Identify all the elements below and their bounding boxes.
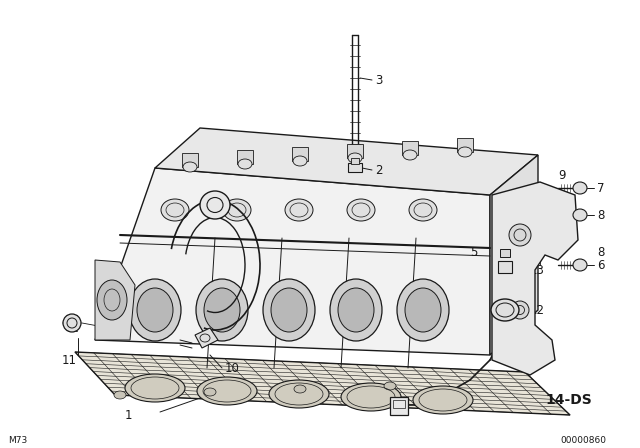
Text: 7: 7 [597,181,605,194]
Polygon shape [490,155,538,355]
Ellipse shape [204,388,216,396]
Ellipse shape [573,209,587,221]
Ellipse shape [63,314,81,332]
Ellipse shape [183,162,197,172]
Bar [500,249,510,257]
Ellipse shape [338,288,374,332]
Text: 10: 10 [225,362,240,375]
Ellipse shape [223,199,251,221]
Ellipse shape [341,383,401,411]
Ellipse shape [196,279,248,341]
Ellipse shape [129,279,181,341]
Ellipse shape [330,279,382,341]
Ellipse shape [347,199,375,221]
Polygon shape [95,260,135,340]
Ellipse shape [294,385,306,393]
Text: 2: 2 [375,164,383,177]
Ellipse shape [384,382,396,390]
Text: 12: 12 [530,303,545,316]
Bar [457,138,473,152]
Ellipse shape [409,199,437,221]
Text: 6: 6 [597,258,605,271]
Ellipse shape [397,279,449,341]
Ellipse shape [573,259,587,271]
Text: M73: M73 [8,435,28,444]
Bar [348,163,362,172]
Ellipse shape [573,182,587,194]
Text: 14-DS: 14-DS [545,393,592,407]
Ellipse shape [263,279,315,341]
Bar [498,261,512,273]
Text: 8: 8 [597,246,604,258]
Text: 11: 11 [62,353,77,366]
Ellipse shape [197,377,257,405]
Text: 5: 5 [470,246,477,258]
Ellipse shape [458,147,472,157]
Polygon shape [492,182,578,375]
Ellipse shape [511,301,529,319]
Text: 13: 13 [530,263,545,276]
Ellipse shape [285,199,313,221]
Ellipse shape [405,288,441,332]
Polygon shape [95,168,490,355]
Bar [237,150,253,164]
Ellipse shape [348,153,362,163]
Bar [402,141,418,155]
Bar [347,144,363,158]
Bar [393,400,405,408]
Polygon shape [155,128,538,195]
Ellipse shape [161,199,189,221]
Ellipse shape [271,288,307,332]
Ellipse shape [413,386,473,414]
Ellipse shape [269,380,329,408]
Ellipse shape [137,288,173,332]
Polygon shape [75,352,570,415]
Ellipse shape [293,156,307,166]
Text: 00000860: 00000860 [560,435,606,444]
Bar [351,158,359,164]
Text: 1: 1 [125,409,132,422]
Ellipse shape [125,374,185,402]
Bar [292,147,308,161]
Ellipse shape [238,159,252,169]
Ellipse shape [509,224,531,246]
Ellipse shape [491,299,519,321]
Ellipse shape [114,391,126,399]
Ellipse shape [403,150,417,160]
Ellipse shape [200,191,230,219]
Polygon shape [195,328,218,348]
Ellipse shape [97,280,127,320]
Text: 9: 9 [558,168,566,181]
Bar [182,153,198,167]
Bar [390,397,408,415]
Text: 8: 8 [597,208,604,221]
Ellipse shape [204,288,240,332]
Text: 4: 4 [512,246,520,258]
Text: 3: 3 [375,73,382,86]
